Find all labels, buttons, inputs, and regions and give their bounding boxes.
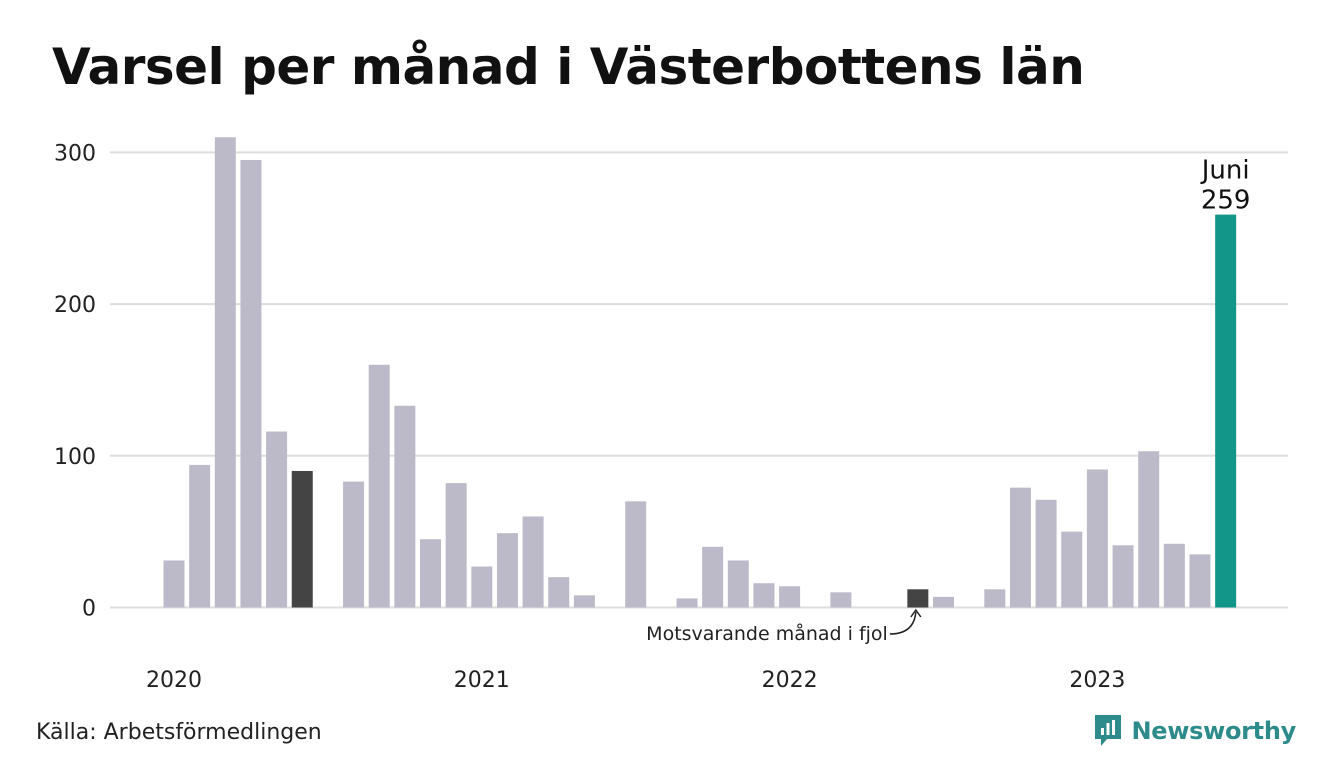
y-tick-label: 0: [82, 597, 96, 622]
annotation-arrow: [889, 611, 917, 635]
x-year-label: 2021: [454, 668, 510, 693]
bar: [240, 159, 262, 608]
bar: [266, 431, 288, 608]
highlight-value-label: 259: [1201, 186, 1251, 216]
newsworthy-logo-icon: [1095, 715, 1122, 746]
y-tick-label: 200: [54, 293, 96, 318]
bar: [727, 560, 749, 608]
bar: [1112, 545, 1134, 608]
bar: [676, 598, 698, 608]
bar: [548, 577, 570, 608]
bar: [1009, 487, 1031, 608]
y-tick-label: 100: [54, 445, 96, 470]
bar: [420, 539, 441, 608]
bar: [522, 516, 544, 608]
brand-name: Newsworthy: [1131, 717, 1296, 745]
highlight-month-label: Juni: [1200, 156, 1250, 186]
bar: [1061, 531, 1083, 608]
bar: [1138, 451, 1160, 608]
brand-logo: Newsworthy: [1093, 713, 1296, 749]
highlight-bar: [1215, 214, 1237, 608]
comparison-bar: [291, 470, 313, 608]
x-year-label: 2023: [1069, 668, 1125, 693]
x-year-label: 2020: [146, 668, 202, 693]
chart-title: Varsel per månad i Västerbottens län: [52, 38, 1085, 96]
bar: [1163, 543, 1185, 608]
bar: [933, 596, 954, 608]
bar: [496, 533, 518, 608]
bar: [1189, 554, 1211, 608]
bar: [445, 483, 467, 608]
bar: [214, 137, 236, 608]
bar: [753, 583, 775, 608]
annotation-label: Motsvarande månad i fjol: [646, 622, 888, 645]
bar: [830, 592, 852, 608]
bar: [189, 464, 211, 608]
bar: [984, 589, 1006, 608]
bar: [343, 481, 365, 608]
bar: [471, 566, 493, 608]
y-tick-label: 300: [54, 141, 96, 166]
annotation-arrowhead: [910, 608, 922, 618]
x-year-label: 2022: [762, 668, 818, 693]
bar: [1086, 469, 1108, 608]
bar: [625, 501, 647, 608]
source-label: Källa: Arbetsförmedlingen: [36, 720, 322, 745]
bar: [394, 405, 416, 608]
bar: [573, 595, 595, 608]
bar: [702, 546, 724, 608]
bar: [163, 560, 185, 608]
bar: [1035, 499, 1057, 608]
comparison-bar: [907, 589, 929, 608]
bar: [779, 586, 801, 608]
bar: [368, 364, 390, 608]
